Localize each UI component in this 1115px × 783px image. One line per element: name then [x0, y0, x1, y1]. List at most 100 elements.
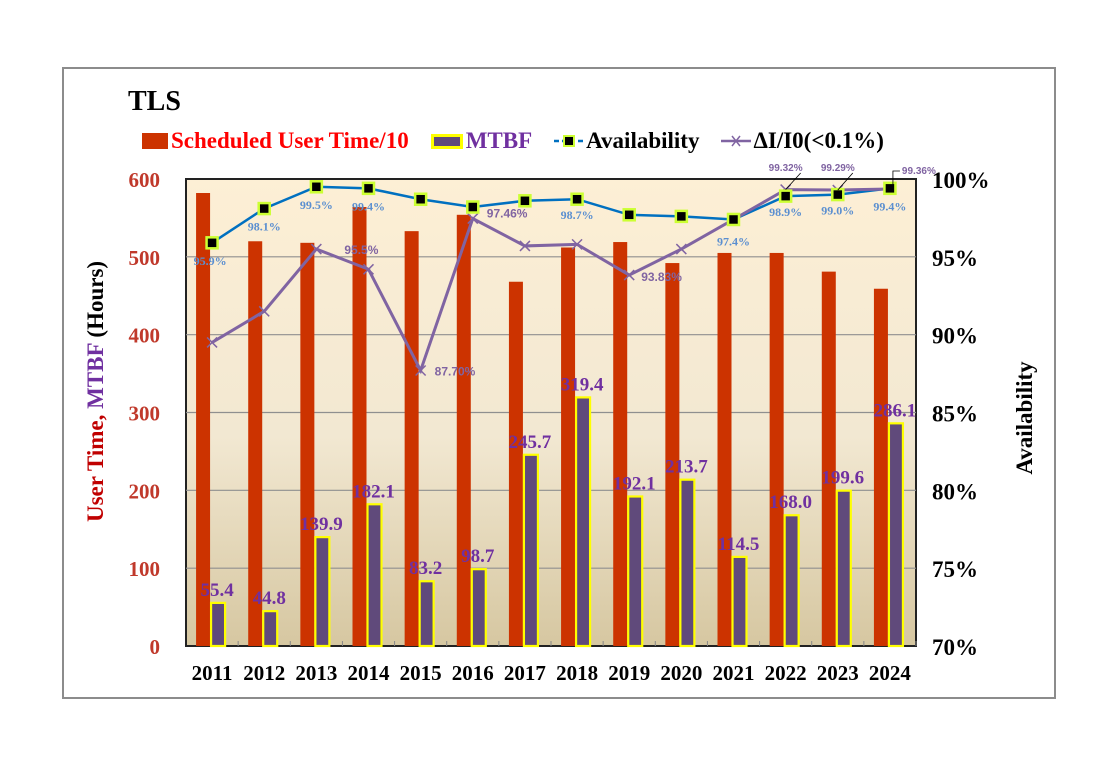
legend-label-mtbf: MTBF	[465, 128, 533, 153]
mtbf-data-label: 98.7	[461, 546, 495, 567]
mtbf-data-label: 213.7	[665, 457, 708, 478]
x-tick-label: 2011	[192, 661, 233, 685]
left-tick-label: 100	[129, 557, 161, 581]
data-label-leader	[892, 170, 900, 189]
delta-i-data-label: 99.29%	[821, 163, 855, 174]
availability-marker	[622, 208, 636, 222]
bar-scheduled-user-time	[196, 193, 211, 646]
right-tick-label: 70%	[932, 635, 978, 660]
bar-mtbf	[679, 478, 696, 648]
availability-data-label: 97.4%	[717, 234, 750, 248]
mtbf-data-label: 199.6	[821, 468, 864, 489]
availability-marker	[361, 181, 376, 196]
x-tick-label: 2021	[713, 661, 755, 685]
right-tick-label: 90%	[932, 324, 978, 349]
delta-i-marker	[623, 269, 635, 281]
availability-marker	[726, 212, 741, 227]
delta-i-marker	[571, 238, 583, 250]
mtbf-data-label: 168.0	[769, 492, 812, 513]
legend-label-availability: Availability	[586, 128, 700, 153]
delta-i-data-label: 99.32%	[769, 163, 803, 174]
x-tick-label: 2014	[348, 661, 391, 685]
mtbf-data-label: 44.8	[253, 588, 286, 609]
chart-title: TLS	[128, 86, 181, 117]
right-tick-label: 85%	[932, 402, 978, 427]
delta-i-data-label: 93.83%	[641, 270, 682, 284]
legend-swatch-scheduled-user-time	[142, 133, 168, 149]
left-tick-label: 400	[129, 324, 161, 348]
mtbf-data-label: 319.4	[561, 374, 604, 395]
availability-marker	[466, 200, 480, 214]
x-tick-label: 2022	[765, 661, 807, 685]
legend-item-availability: Availability	[554, 128, 699, 154]
bar-scheduled-user-time	[665, 263, 680, 646]
x-tick-label: 2016	[452, 661, 494, 685]
mtbf-data-label: 245.7	[509, 432, 552, 453]
legend-swatch-mtbf	[430, 133, 463, 149]
availability-data-label: 99.4%	[873, 199, 906, 213]
bar-mtbf	[209, 601, 227, 648]
delta-i-marker	[362, 263, 375, 275]
bar-mtbf	[470, 568, 487, 648]
availability-marker	[257, 201, 271, 216]
left-tick-label: 500	[129, 246, 161, 270]
legend-label-scheduled-user-time: Scheduled User Time/10	[171, 128, 409, 153]
data-label-leader	[837, 172, 854, 191]
availability-marker	[778, 189, 793, 203]
bar-scheduled-user-time	[873, 288, 888, 646]
bar-scheduled-user-time	[300, 242, 315, 646]
x-tick-label: 2024	[869, 661, 912, 685]
x-tick-label: 2017	[504, 661, 546, 685]
bar-scheduled-user-time	[352, 207, 367, 646]
bar-mtbf	[627, 495, 644, 648]
delta-i-line	[211, 187, 890, 375]
delta-i-marker	[675, 243, 687, 255]
delta-i-marker	[258, 305, 270, 317]
legend-swatch-availability	[554, 135, 585, 147]
data-label-leader	[785, 172, 801, 190]
availability-data-label: 99.5%	[300, 198, 333, 212]
mtbf-data-label: 114.5	[718, 534, 760, 555]
bar-scheduled-user-time	[561, 247, 576, 646]
bar-mtbf	[731, 555, 748, 648]
left-tick-label: 200	[129, 479, 161, 503]
right-tick-label: 80%	[932, 479, 978, 504]
availability-marker	[518, 194, 532, 208]
mtbf-data-label: 192.1	[613, 473, 656, 494]
delta-i-data-label: 95.5%	[344, 243, 378, 257]
bar-mtbf	[366, 503, 383, 648]
left-tick-label: 600	[129, 168, 161, 192]
x-tick-label: 2012	[243, 661, 285, 685]
bar-mtbf	[314, 536, 331, 648]
legend-item-scheduled-user-time: Scheduled User Time/10	[142, 128, 409, 154]
mtbf-data-label: 83.2	[409, 558, 442, 579]
bar-mtbf	[887, 422, 905, 648]
bar-mtbf	[835, 489, 852, 648]
right-tick-label: 100%	[932, 168, 990, 193]
bar-mtbf	[262, 610, 279, 648]
availability-marker	[883, 181, 897, 196]
bar-scheduled-user-time	[613, 242, 628, 647]
availability-data-label: 95.9%	[194, 254, 227, 268]
availability-marker	[205, 236, 219, 250]
right-tick-label: 95%	[932, 246, 978, 271]
bar-scheduled-user-time	[248, 241, 263, 646]
bar-scheduled-user-time	[404, 231, 419, 647]
delta-i-marker	[415, 364, 427, 377]
legend-item-mtbf: MTBF	[430, 128, 533, 154]
x-tick-label: 2018	[556, 661, 598, 685]
availability-marker	[413, 192, 428, 206]
mtbf-data-label: 139.9	[300, 514, 343, 535]
availability-data-label: 98.1%	[248, 220, 281, 234]
delta-i-data-label: 97.46%	[487, 207, 528, 221]
bar-scheduled-user-time	[456, 214, 471, 646]
bar-mtbf	[418, 580, 435, 648]
availability-data-label: 99.0%	[821, 204, 854, 218]
availability-data-label: 99.4%	[352, 199, 385, 213]
bar-scheduled-user-time	[717, 252, 732, 647]
availability-marker	[309, 180, 324, 194]
bar-mtbf	[574, 396, 592, 648]
delta-i-marker	[467, 213, 479, 225]
availability-marker	[570, 192, 584, 206]
